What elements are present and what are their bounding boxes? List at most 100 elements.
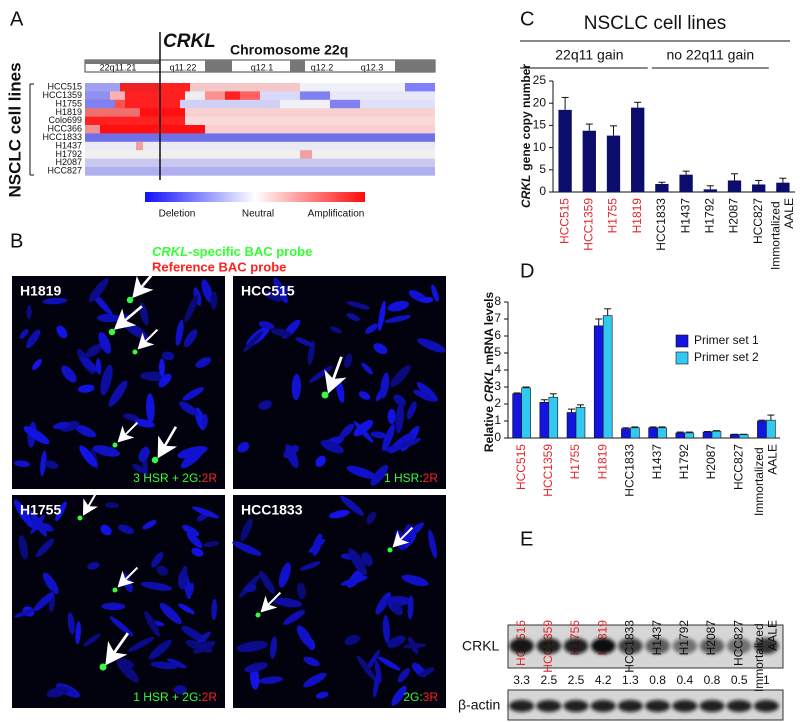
chromosome [100, 364, 113, 396]
heatmap-cell [185, 91, 205, 101]
legend-swatch [675, 351, 689, 365]
y-axis-label-italic: CRKL [482, 369, 496, 402]
signal [77, 515, 83, 521]
chromosome [361, 552, 373, 567]
bar [521, 387, 531, 439]
blot-band [536, 638, 562, 654]
heatmap-cell [110, 91, 125, 101]
chromosome [14, 499, 33, 527]
arrow [324, 356, 347, 394]
cell-line-label: H1437 [55, 140, 82, 150]
group-label: no 22q11 gain [666, 47, 754, 63]
chromosome [42, 297, 68, 305]
band-label: q11.22 [170, 62, 197, 72]
bar [727, 180, 742, 192]
ideogram-band [205, 60, 232, 72]
protein-label: CRKL [462, 638, 500, 654]
signal [151, 456, 159, 464]
signal [387, 547, 393, 553]
bar [606, 135, 621, 192]
category-label: HCC515 [514, 444, 528, 490]
chromosome [269, 636, 277, 659]
heatmap-cell [300, 150, 312, 159]
chromosome [240, 518, 253, 541]
chromosome [370, 431, 388, 439]
probe-legend: CRKL-specific BAC probe [152, 244, 312, 259]
chromosome [346, 313, 360, 322]
chromosome [283, 609, 306, 625]
heatmap-cell [160, 83, 190, 92]
panel-label: C [520, 8, 534, 30]
y-tick-label: 25 [533, 73, 547, 87]
category-label: H1819 [630, 198, 644, 234]
chromosome [23, 426, 50, 445]
heatmap-cell [85, 150, 435, 159]
category-label: Immortalized AALE [768, 198, 796, 270]
chromosome [370, 464, 389, 486]
chromosome [340, 576, 368, 586]
chromosome [244, 662, 268, 673]
blot-band [590, 638, 616, 654]
chromosome [385, 596, 411, 606]
chromosome [295, 337, 314, 347]
chromosome [391, 685, 407, 706]
y-tick-label: 0 [494, 430, 501, 444]
heatmap-cell [405, 83, 435, 92]
y-axis-label-text: mRNA levels [482, 292, 496, 365]
chromosome [297, 582, 306, 600]
blot-band [563, 638, 589, 654]
caption-red: 2R [423, 471, 439, 485]
y-tick-label: 4 [494, 362, 501, 376]
actin-band [563, 700, 589, 712]
heatmap-cell [185, 108, 435, 117]
signal [108, 328, 116, 336]
y-tick-label: 1 [494, 413, 501, 427]
bar [757, 420, 767, 439]
ratio-label: 0.4 [676, 673, 693, 687]
cell-line-label: H2087 [55, 157, 82, 167]
bar [582, 130, 596, 192]
chromosome [271, 328, 292, 337]
chromosome [250, 666, 260, 690]
loading-label: β-actin [458, 697, 500, 713]
chromosome [132, 463, 146, 474]
ratio-label: 0.8 [649, 673, 666, 687]
ratio-label: 1 [763, 673, 770, 687]
chromosome [148, 639, 172, 660]
caption-green: 1 HSR: [384, 471, 423, 485]
chromosome [116, 659, 139, 683]
chromosome [56, 325, 68, 339]
bar [566, 412, 577, 439]
y-tick-label: 20 [533, 95, 547, 109]
chromosome [33, 592, 55, 612]
chromosome [67, 612, 75, 635]
reference-legend: Reference BAC probe [152, 259, 286, 274]
chromosome [358, 391, 371, 400]
panel-label: B [10, 230, 23, 252]
bar [621, 428, 631, 439]
chromosome [344, 353, 353, 368]
band-label: q12.3 [361, 62, 384, 72]
chromosome [79, 445, 98, 468]
arrow-shape [105, 632, 130, 666]
chromosome [273, 597, 303, 608]
heatmap-cell [120, 83, 160, 92]
actin-band [645, 700, 671, 712]
legend-label: Amplification [308, 209, 365, 220]
heatmap-cell [125, 99, 180, 109]
chromosome [329, 510, 350, 519]
chromosome [403, 643, 426, 649]
chromosome [373, 343, 388, 355]
arrow-shape [260, 591, 282, 613]
heatmap-cell [85, 108, 140, 117]
chromosome [186, 532, 203, 548]
chromosome [158, 358, 165, 377]
ratio-label: 3.3 [513, 673, 530, 687]
chromosome [259, 676, 283, 684]
chromosome [431, 284, 439, 302]
chromosome [117, 524, 135, 535]
chromosome [391, 602, 403, 616]
arrow [113, 305, 143, 330]
chromosome [173, 685, 187, 695]
